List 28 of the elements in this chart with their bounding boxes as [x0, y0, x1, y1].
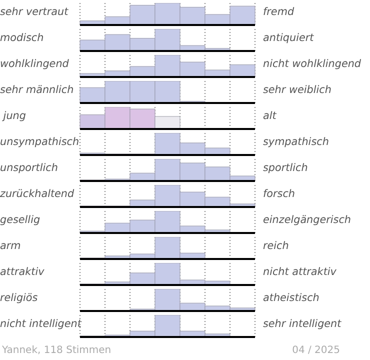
y2-axis-title: antiquiert — [263, 32, 314, 45]
y-axis-title: sehr vertraut — [0, 6, 68, 19]
y2-axis-title: sehr intelligent — [263, 318, 342, 331]
text: Yannek, 118 Stimmen — [2, 344, 112, 357]
y-axis-title: wohlklingend — [0, 58, 69, 71]
y-axis-title: arm — [0, 240, 21, 253]
y-axis-title: unsportlich — [0, 162, 58, 175]
y2-axis-title: nicht attraktiv — [263, 266, 336, 279]
y-axis-title: unsympathisch — [0, 136, 80, 149]
y-axis-title: gesellig — [0, 214, 40, 227]
y2-axis-title: sehr weiblich — [263, 84, 332, 97]
text: 04 / 2025 — [292, 344, 340, 357]
y2-axis-title: fremd — [263, 6, 294, 19]
y2-axis-title: forsch — [263, 188, 295, 201]
y2-axis-title: alt — [263, 110, 276, 123]
y2-axis-title: sympathisch — [263, 136, 329, 149]
y-axis-title: sehr männlich — [0, 84, 74, 97]
y2-axis-title: atheistisch — [263, 292, 320, 305]
y-axis-title: modisch — [0, 32, 44, 45]
y-axis-title: nicht intelligent — [0, 318, 82, 331]
y2-axis-title: einzelgängerisch — [263, 214, 352, 227]
y2-axis-title: nicht wohlklingend — [263, 58, 362, 71]
y-axis-title: zurückhaltend — [0, 188, 74, 201]
y2-axis-title: reich — [263, 240, 289, 253]
y-axis-title: attraktiv — [0, 266, 44, 279]
y2-axis-title: sportlich — [263, 162, 308, 175]
y-axis-title: jung — [1, 110, 26, 123]
y-axis-title: religiös — [0, 292, 38, 305]
